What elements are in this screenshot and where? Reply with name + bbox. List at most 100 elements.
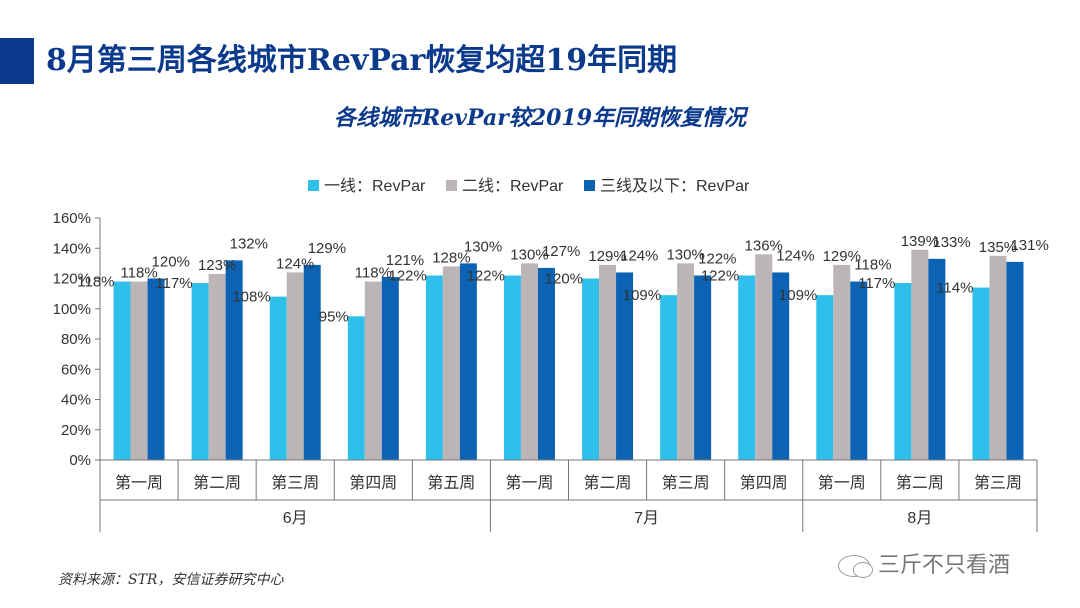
data-label: 121% (386, 252, 424, 269)
data-label: 127% (542, 243, 580, 260)
bar (208, 273, 226, 460)
data-label: 131% (1010, 237, 1048, 254)
bar (850, 281, 868, 460)
x-tick-label: 第三周 (974, 474, 1022, 492)
data-label: 117% (155, 275, 192, 292)
bar (347, 316, 365, 460)
bar (816, 295, 834, 460)
legend-swatch (584, 180, 595, 191)
y-tick-label: 60% (61, 361, 91, 378)
data-label: 124% (276, 255, 314, 272)
bar (1006, 261, 1024, 460)
bar (928, 258, 946, 460)
data-label: 118% (854, 257, 891, 274)
bar (425, 275, 443, 460)
data-label: 124% (776, 247, 814, 264)
data-label: 108% (232, 289, 270, 306)
x-tick-label: 第一周 (505, 474, 553, 492)
data-label: 95% (319, 308, 349, 325)
bar (225, 260, 243, 460)
source-note: 资料来源：STR，安信证券研究中心 (58, 572, 284, 588)
data-label: 123% (198, 257, 236, 274)
data-label: 118% (120, 265, 157, 282)
y-tick-label: 20% (61, 422, 91, 439)
data-label: 114% (936, 280, 973, 297)
data-label: 109% (623, 287, 661, 304)
data-label: 130% (666, 246, 704, 263)
data-label: 130% (464, 238, 502, 255)
title-accent-bar (0, 38, 34, 84)
bar (989, 255, 1007, 460)
bar (677, 263, 695, 460)
bar (599, 264, 617, 460)
data-label: 129% (308, 240, 346, 257)
data-label: 133% (932, 234, 970, 251)
data-label: 130% (510, 246, 548, 263)
bar (972, 287, 990, 460)
x-group-label: 8月 (907, 510, 932, 527)
watermark: 三斤不只看酒 (838, 547, 1010, 579)
bar (537, 267, 555, 460)
data-label: 122% (698, 250, 736, 267)
bar (364, 281, 382, 460)
watermark-text: 三斤不只看酒 (878, 553, 1011, 578)
bar (755, 254, 773, 460)
data-label: 129% (588, 248, 626, 265)
bar (833, 264, 851, 460)
wechat-icon (838, 555, 873, 578)
bar (616, 272, 634, 460)
y-tick-label: 100% (53, 301, 91, 318)
x-group-label: 7月 (634, 510, 659, 527)
bar (911, 249, 929, 460)
legend-label: 一线：RevPar (324, 177, 426, 195)
x-tick-label: 第二周 (584, 474, 632, 492)
x-tick-label: 第三周 (271, 474, 319, 492)
bar (520, 263, 538, 460)
y-tick-label: 80% (61, 331, 91, 348)
x-tick-label: 第四周 (740, 474, 788, 492)
data-label: 122% (467, 267, 505, 284)
x-tick-label: 第一周 (115, 474, 163, 492)
bar (694, 275, 712, 460)
page-title: 8月第三周各线城市RevPar恢复均超19年同期 (46, 43, 678, 78)
data-label: 122% (389, 267, 427, 284)
bar (147, 278, 165, 460)
data-label: 120% (152, 254, 190, 271)
bar (582, 278, 600, 460)
x-tick-label: 第五周 (427, 474, 475, 492)
data-label: 118% (77, 274, 114, 291)
bar (191, 283, 209, 460)
bar (459, 263, 477, 460)
legend-label: 三线及以下：RevPar (600, 177, 750, 195)
data-label: 124% (620, 247, 658, 264)
bar (286, 272, 304, 460)
data-label: 122% (701, 267, 739, 284)
data-label: 128% (432, 249, 470, 266)
bar (660, 295, 678, 460)
x-group-label: 6月 (283, 510, 308, 527)
data-label: 109% (779, 287, 817, 304)
x-tick-label: 第一周 (818, 474, 866, 492)
x-tick-label: 第四周 (349, 474, 397, 492)
bar (894, 283, 912, 460)
y-tick-label: 40% (61, 392, 91, 409)
bar (113, 281, 131, 460)
bar (269, 296, 287, 460)
bar (442, 266, 460, 460)
data-label: 117% (858, 275, 895, 292)
y-tick-label: 120% (53, 271, 91, 288)
data-label: 135% (979, 239, 1017, 256)
legend-label: 二线：RevPar (462, 177, 564, 195)
bar (303, 264, 321, 460)
legend-swatch (308, 180, 319, 191)
x-tick-label: 第三周 (662, 474, 710, 492)
data-label: 139% (901, 233, 939, 250)
bar (130, 281, 148, 460)
data-label: 118% (355, 265, 392, 282)
bar (503, 275, 521, 460)
data-label: 120% (545, 271, 583, 288)
y-tick-label: 160% (53, 210, 91, 227)
bar (381, 276, 399, 460)
x-tick-label: 第二周 (896, 474, 944, 492)
